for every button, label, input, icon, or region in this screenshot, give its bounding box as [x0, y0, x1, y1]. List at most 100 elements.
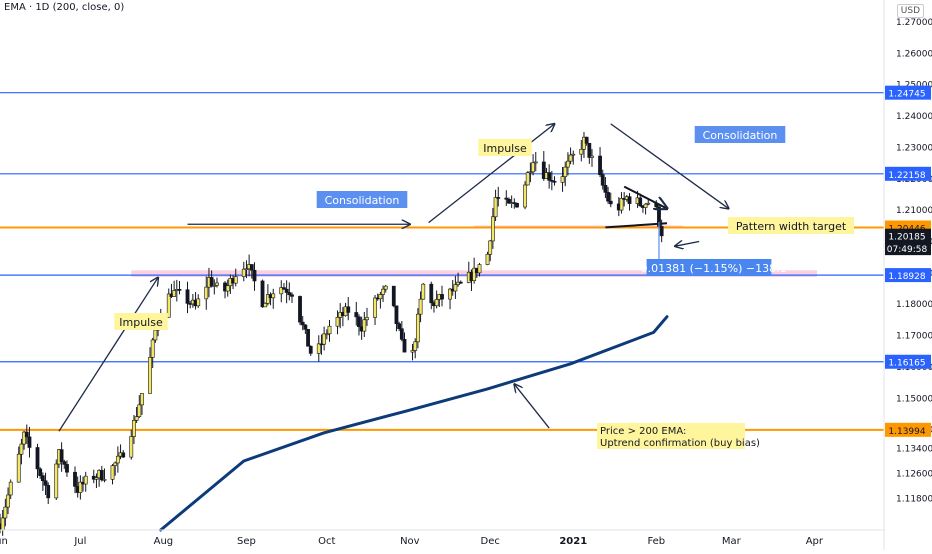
candle	[525, 171, 530, 186]
candle	[365, 307, 369, 326]
candle	[129, 429, 134, 460]
candle-body	[619, 198, 624, 211]
candle	[204, 276, 209, 310]
candle	[172, 280, 177, 297]
candle-body	[177, 289, 182, 291]
candle	[587, 142, 592, 164]
candle-body	[584, 136, 589, 144]
candle-body	[600, 174, 605, 186]
candle-body	[137, 404, 142, 417]
candle	[300, 316, 305, 331]
candle	[515, 202, 519, 208]
candle	[362, 311, 367, 338]
candle-body	[563, 166, 568, 177]
candle-body	[185, 289, 190, 304]
candle	[598, 147, 602, 177]
candle	[22, 430, 27, 450]
candle	[378, 291, 383, 309]
candle-body	[306, 329, 310, 347]
consolidation-label-2-bg	[694, 126, 786, 143]
candle	[113, 461, 118, 476]
candle-body	[212, 285, 217, 287]
candle-body	[568, 154, 573, 162]
ema-note-arrow	[514, 384, 550, 429]
candle-body	[121, 452, 126, 458]
candle	[244, 260, 249, 279]
candle	[394, 305, 399, 332]
time-axis[interactable]: Jun Jul Aug Sep Oct Nov Dec 2021 Feb Mar Apr	[0, 529, 884, 547]
price-tick-15: 1.12600	[896, 470, 932, 480]
price-label-5: 1.18928	[885, 268, 931, 283]
time-tick-2: Aug	[154, 536, 174, 547]
candle	[563, 161, 568, 187]
candle-body	[598, 155, 602, 175]
candle	[391, 285, 396, 308]
ema-note-bg	[597, 423, 745, 449]
candle-body	[233, 276, 238, 284]
candle	[212, 279, 217, 295]
candle	[43, 472, 48, 496]
price-label-6: 1.16165	[885, 354, 931, 369]
price-label-bg	[885, 228, 931, 243]
candle	[215, 277, 219, 288]
candle-body	[59, 449, 64, 462]
candle	[16, 446, 21, 483]
candle	[410, 343, 415, 361]
candle-body	[531, 162, 535, 173]
price-label-3: 1.20185	[885, 228, 931, 243]
candle	[263, 302, 268, 308]
pattern-top-line	[623, 185, 667, 209]
candle	[73, 466, 77, 494]
candle	[566, 152, 570, 176]
candle-body	[54, 463, 59, 499]
impulse-label-1-text: Impulse	[119, 316, 163, 329]
impulse-arrow-2	[428, 124, 555, 224]
price-label-bg	[885, 85, 931, 100]
candle	[177, 280, 182, 295]
candle	[54, 459, 59, 501]
candle-body	[27, 436, 32, 448]
price-tick-4: 1.23000	[896, 143, 932, 153]
candle	[324, 329, 329, 340]
candle	[415, 308, 420, 349]
candle-body	[646, 202, 651, 205]
candle	[600, 169, 605, 190]
candle	[38, 467, 43, 479]
impulse-label-1: Impulse	[114, 313, 168, 330]
candle-body	[260, 280, 265, 308]
candle-body	[354, 312, 359, 318]
candle	[140, 393, 144, 415]
candle	[541, 151, 546, 181]
candle	[27, 426, 32, 458]
price-tick-3: 1.24000	[896, 112, 932, 122]
candle	[477, 263, 482, 277]
candle	[134, 406, 139, 423]
candle-body	[533, 161, 538, 164]
candle	[40, 472, 45, 492]
candle-body	[166, 293, 171, 318]
ema-note: Price > 200 EMA:Uptrend confirmation (bu…	[597, 423, 760, 449]
candle-body	[65, 464, 69, 473]
candle	[472, 257, 477, 284]
candle	[303, 324, 308, 334]
candle-body	[99, 470, 104, 481]
currency-badge[interactable]: USD	[896, 4, 924, 18]
candle-body	[209, 277, 214, 287]
candle	[6, 487, 10, 515]
candle-body	[525, 172, 530, 186]
candle	[209, 270, 214, 288]
price-axis[interactable]: 1.270001.260001.250001.240001.230001.220…	[883, 0, 932, 550]
candle-body	[659, 226, 664, 237]
time-tick-8: Feb	[647, 536, 665, 547]
candle-body	[22, 431, 27, 445]
candle-body	[549, 180, 554, 182]
candle-body	[335, 317, 340, 327]
candle-body	[3, 506, 8, 519]
impulse-arrow-1	[58, 278, 158, 432]
price-label-text: 07:49:58	[887, 245, 928, 255]
price-tick-0: 1.27000	[896, 18, 932, 28]
indicator-label[interactable]: EMA · 1D (200, close, 0)	[4, 2, 125, 13]
price-label-bg	[885, 354, 931, 369]
